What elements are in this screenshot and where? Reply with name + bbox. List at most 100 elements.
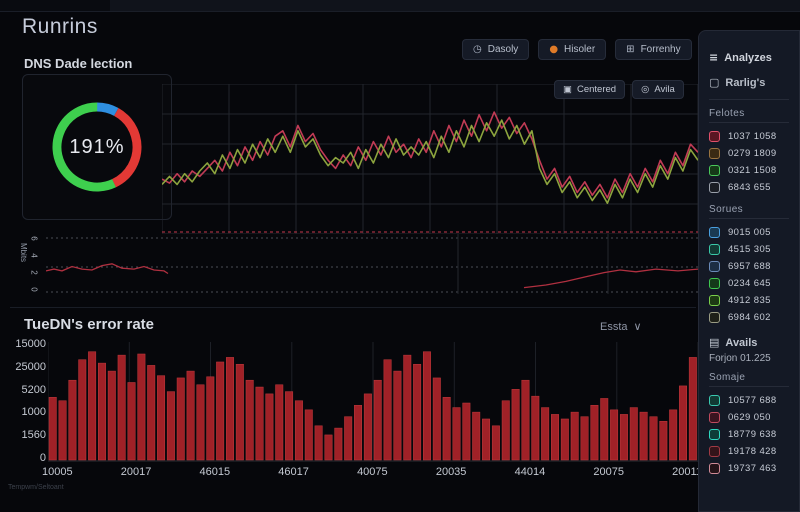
legend-value: 9015 005 [728, 227, 771, 238]
dasoly-button[interactable]: ◷ Dasoly [462, 39, 530, 60]
sidebar-avails[interactable]: ▤ Avails [709, 336, 789, 349]
section-divider [10, 307, 696, 308]
range-dropdown[interactable]: Essta ∨ [600, 320, 642, 333]
divider [709, 386, 789, 387]
target-icon: ◎ [641, 84, 650, 95]
legend-item[interactable]: 6957 688 [709, 258, 789, 275]
sidebar: ≡ Analyzes ▢ Rarlig's Felotes 1037 1058 02… [698, 30, 800, 512]
legend-item[interactable]: 6984 602 [709, 309, 789, 326]
bar [472, 411, 481, 461]
legend-swatch [709, 395, 720, 406]
line-series-green [162, 119, 698, 204]
legend-item[interactable]: 9015 005 [709, 224, 789, 241]
bar [334, 427, 343, 461]
legend-swatch [709, 463, 720, 474]
sidebar-filter-label: Rarlig's [725, 76, 766, 89]
bar [413, 363, 422, 461]
bar [521, 379, 530, 461]
bar [48, 397, 57, 461]
bar [393, 370, 402, 461]
bar [314, 425, 323, 461]
legend-swatch [709, 412, 720, 423]
centered-button[interactable]: ▣ Centered [554, 80, 626, 99]
legend-swatch [709, 312, 720, 323]
window-chrome-strip [0, 0, 800, 12]
sidebar-sections: Felotes 1037 1058 0279 1809 0321 1508 6843 6… [709, 108, 789, 477]
hisoler-button[interactable]: ● Hisoler [538, 39, 607, 60]
bar [551, 414, 559, 461]
mini-ytick: 2 [29, 270, 39, 275]
legend-item[interactable]: 0279 1809 [709, 145, 789, 162]
bar [166, 391, 175, 461]
legend-item[interactable]: 4912 835 [709, 292, 789, 309]
legend-value: 10577 688 [728, 395, 777, 406]
legend-swatch [709, 182, 720, 193]
legend-item[interactable]: 19178 428 [709, 443, 789, 460]
bar-xtick: 20035 [435, 466, 467, 478]
bar-xtick: 20075 [593, 466, 624, 478]
bar-xtick: 10005 [42, 466, 73, 478]
legend-item[interactable]: 10577 688 [709, 392, 789, 409]
mini-line-segment [523, 268, 698, 289]
legend-item[interactable]: 0629 050 [709, 409, 789, 426]
bar [649, 416, 658, 461]
legend-item[interactable]: 4515 305 [709, 241, 789, 258]
bar [580, 416, 589, 461]
sidebar-group-title: Somaje [709, 372, 746, 383]
sidebar-header[interactable]: ≡ Analyzes [709, 51, 789, 64]
avila-button[interactable]: ◎ Avila [632, 80, 684, 99]
menu-icon: ≡ [709, 51, 719, 64]
bar [639, 411, 648, 461]
bar [97, 362, 106, 461]
bar [344, 416, 353, 461]
legend-item[interactable]: 0321 1508 [709, 162, 789, 179]
mini-chart-yticks: 6 4 2 0 [29, 234, 39, 294]
bar [294, 400, 303, 461]
donut-segment-red [52, 102, 142, 192]
legend-item[interactable]: 18779 638 [709, 426, 789, 443]
bar [462, 402, 471, 461]
divider [709, 218, 789, 219]
bar-chart-title: TueDN's error rate [24, 316, 154, 333]
bar [216, 361, 225, 461]
bar [482, 418, 491, 461]
bar [88, 351, 97, 461]
legend-swatch [709, 227, 720, 238]
legend-item[interactable]: 1037 1058 [709, 128, 789, 145]
legend-swatch [709, 148, 720, 159]
page-title: Runrins [22, 15, 98, 38]
bar [186, 370, 195, 461]
bar [373, 379, 382, 461]
legend-value: 19178 428 [728, 446, 777, 457]
mini-ytick: 6 [29, 236, 39, 241]
legend-value: 0279 1809 [728, 148, 777, 159]
legend-swatch [709, 244, 720, 255]
donut-card: 191% [22, 74, 172, 220]
bar [432, 377, 441, 461]
button-label: Hisoler [564, 44, 596, 55]
button-label: Centered [576, 84, 617, 95]
bar-ytick: 0 [39, 451, 46, 464]
bar [511, 389, 520, 461]
mini-chart [46, 234, 698, 294]
bar-ytick: 1560 [21, 429, 46, 442]
bar [669, 409, 678, 461]
legend-value: 4515 305 [728, 244, 771, 255]
legend-value: 0321 1508 [728, 165, 777, 176]
legend-value: 18779 638 [728, 429, 777, 440]
legend-item[interactable]: 6843 655 [709, 179, 789, 196]
legend-swatch [709, 261, 720, 272]
legend-value: 6843 655 [728, 182, 771, 193]
bar [235, 363, 244, 461]
sidebar-filter[interactable]: ▢ Rarlig's [709, 76, 789, 89]
legend-item[interactable]: 0234 645 [709, 275, 789, 292]
line-chart-toolbar: ▣ Centered ◎ Avila [554, 80, 684, 99]
bar-chart-yticks: 15000 25000 5200 1000 1560 0 [6, 338, 46, 464]
bar [659, 420, 668, 461]
bar [531, 395, 540, 461]
bar-xtick: 44014 [514, 466, 546, 478]
legend-value: 0234 645 [728, 278, 771, 289]
forrenhy-button[interactable]: ⊞ Forrenhy [615, 39, 692, 60]
legend-item[interactable]: 19737 463 [709, 460, 789, 477]
